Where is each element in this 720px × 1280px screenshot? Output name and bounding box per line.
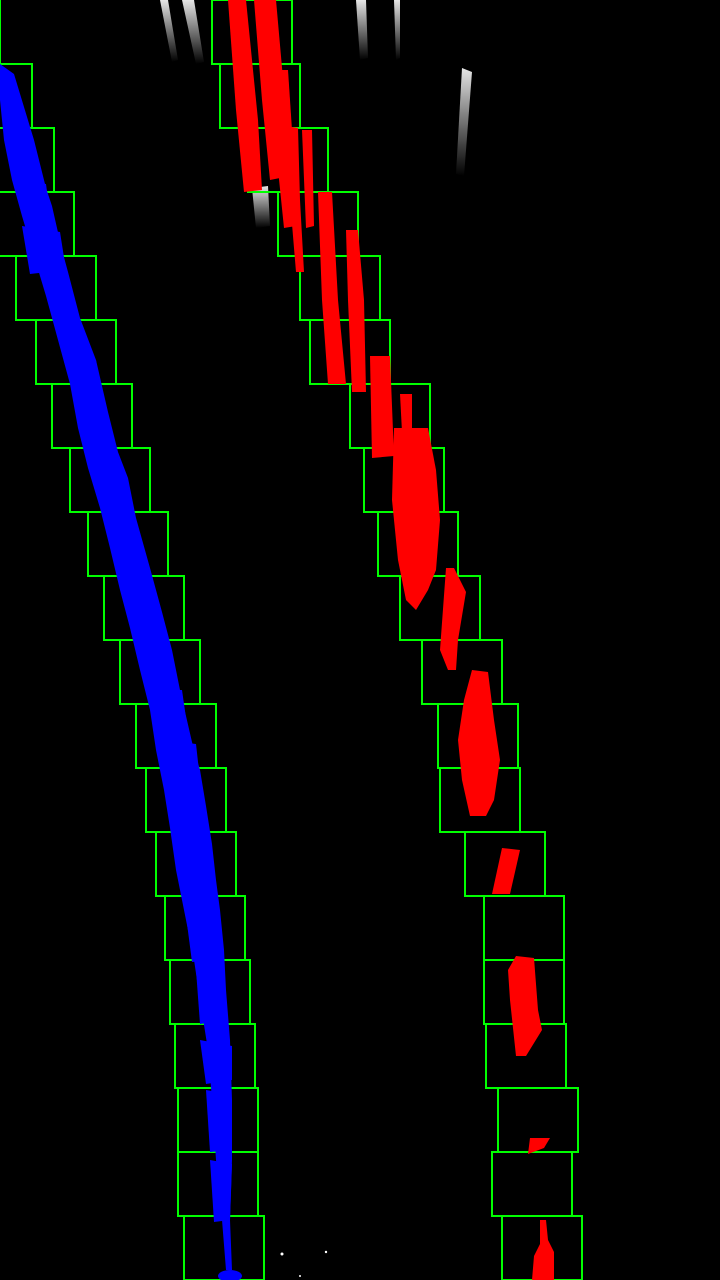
right-lane-blob (458, 670, 500, 816)
left-lane-fragment (22, 226, 66, 274)
right-lane-stripe (302, 130, 314, 228)
right-lane-stripe (370, 356, 394, 458)
left-lane-fragment (200, 1040, 232, 1084)
right-lane-stripe (400, 394, 412, 432)
left-lane-fragment (186, 916, 220, 962)
residual-white-streaks (160, 0, 472, 1277)
left-lane-fragment (206, 1090, 232, 1152)
left-lane-fragment (150, 690, 186, 720)
left-lane-pixels (0, 64, 242, 1280)
white-speck (280, 1252, 284, 1256)
right-lane-stripe (286, 126, 304, 272)
right-lane-blob (508, 956, 542, 1056)
white-streak (456, 68, 472, 176)
right-lane-stripe (346, 230, 366, 392)
left-lane-fragment (162, 740, 200, 782)
left-search-window (0, 63, 33, 129)
white-streak (394, 0, 400, 60)
left-lane-fragment (180, 860, 214, 900)
right-lane-blob (392, 428, 440, 610)
left-lane-fragment (196, 970, 226, 1024)
right-lane-dash (492, 848, 520, 894)
white-streak (252, 186, 270, 228)
white-speck (324, 1250, 328, 1254)
left-lane-fragment (210, 1160, 232, 1222)
right-lane-stripe (228, 0, 262, 192)
white-speck (299, 1275, 301, 1277)
right-lane-fragment (528, 1138, 550, 1154)
left-lane-base (218, 1270, 242, 1280)
white-streak (356, 0, 368, 60)
right-lane-stripe (318, 192, 346, 384)
left-lane-fragment (18, 180, 50, 220)
white-streak (160, 0, 178, 62)
left-lane-fragment (66, 356, 100, 392)
right-lane-pixels (228, 0, 554, 1280)
white-streak (182, 0, 204, 64)
left-lane-fragment (174, 810, 210, 848)
right-lane-stripe (440, 568, 466, 670)
right-lane-base (532, 1220, 554, 1280)
